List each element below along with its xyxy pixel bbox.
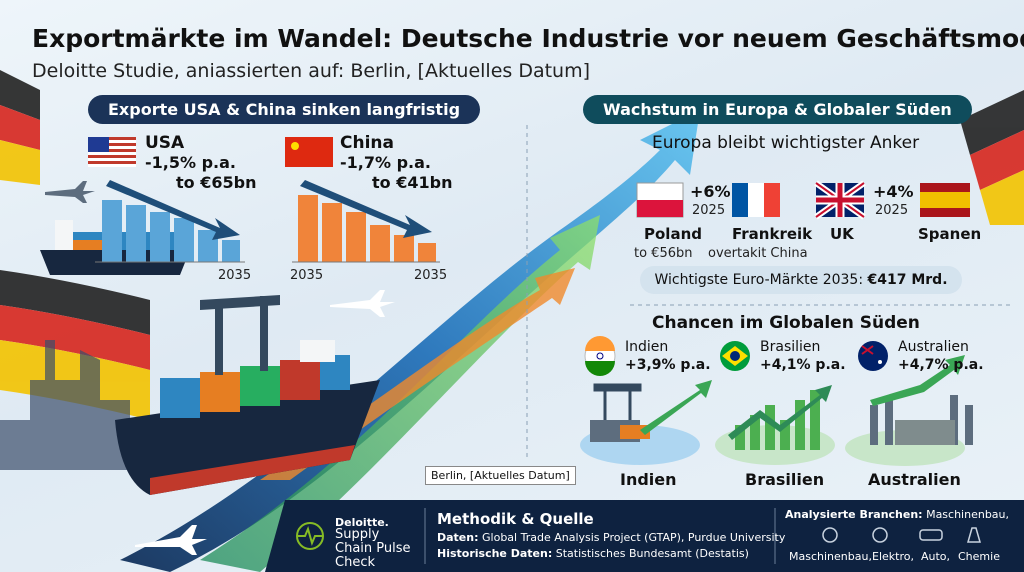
flag-china (285, 137, 333, 167)
growth-rate: -1,5% p.a. (145, 153, 236, 172)
country-name: Frankreik (732, 225, 813, 243)
growth-rate: +4% (873, 182, 914, 201)
country-name: USA (145, 133, 185, 153)
location-tag: Berlin, [Aktuelles Datum] (425, 466, 576, 485)
growth-rate: +4,1% p.a. (760, 357, 846, 373)
growth-rate: +6% (690, 182, 731, 201)
flag-france (732, 183, 780, 217)
year-label: 2035 (414, 268, 448, 283)
title: Exportmärkte im Wandel: Deutsche Industr… (32, 24, 1024, 53)
flag-brazil (720, 341, 750, 371)
product: Supply Chain Pulse Check (335, 527, 411, 570)
country-name: Spanen (918, 225, 982, 243)
sectors-first: Maschinenbau, (926, 508, 1010, 521)
year-label: 2025 (875, 203, 909, 218)
note: to €56bn (634, 246, 693, 261)
sectors-line: Analysierte Branchen: Maschinenbau, (785, 508, 1009, 521)
data-label: Daten: (437, 531, 479, 544)
history-source: Statistisches Bundesamt (Destatis) (555, 547, 749, 560)
summary-value: €417 Mrd. (867, 272, 948, 288)
factory-silhouette (0, 340, 130, 470)
history-line: Historische Daten: Statistisches Bundesa… (437, 547, 749, 560)
cargo-ship (115, 295, 380, 495)
target-value: to €65bn (176, 173, 257, 192)
brand: Deloitte. (335, 516, 389, 529)
country-name: Poland (644, 225, 702, 243)
caption: Australien (868, 470, 961, 489)
year-label: 2025 (692, 203, 726, 218)
country-name: UK (830, 225, 854, 243)
target-value: to €41bn (372, 173, 453, 192)
flow-arrow-green (200, 215, 600, 572)
sectors-label: Analysierte Branchen: (785, 508, 923, 521)
plane (135, 525, 207, 555)
method-heading: Methodik & Quelle (437, 510, 594, 528)
caption: Indien (620, 470, 677, 489)
banner: Wachstum in Europa & Globaler Süden (583, 95, 972, 124)
plane (330, 290, 395, 317)
year-label: 2035 (290, 268, 324, 283)
flag-uk (814, 180, 866, 220)
country-name: China (340, 133, 394, 153)
year-label: 2035 (218, 268, 252, 283)
banner: Exporte USA & China sinken langfristig (88, 95, 481, 124)
data-source: Global Trade Analysis Project (GTAP), Pu… (482, 531, 786, 544)
india-port (580, 380, 712, 465)
flag-spain (920, 183, 970, 217)
summary-pill: Wichtigste Euro-Märkte 2035: €417 Mrd. (640, 266, 962, 294)
subtitle: Deloitte Studie, aniassierten auf: Berli… (32, 60, 591, 82)
australia-industry (845, 355, 973, 466)
section-heading: Chancen im Globalen Süden (652, 313, 920, 333)
note: overtakit China (708, 246, 808, 261)
german-flag-right (960, 90, 1024, 225)
growth-rate: -1,7% p.a. (340, 153, 431, 172)
brazil-chart (715, 385, 835, 465)
growth-rate: +3,9% p.a. (625, 357, 711, 373)
flag-india (584, 336, 616, 376)
plane (45, 181, 95, 203)
footer-bg (265, 500, 1024, 572)
country-name: Indien (625, 339, 669, 355)
data-line: Daten: Global Trade Analysis Project (GT… (437, 531, 785, 544)
section-heading: Europa bleibt wichtigster Anker (652, 133, 920, 153)
sector: Chemie (958, 550, 1000, 563)
sector: Maschinenbau, (789, 550, 872, 563)
caption: Brasilien (745, 470, 825, 489)
sector: Elektro, (872, 550, 914, 563)
summary-label: Wichtigste Euro-Märkte 2035: (654, 272, 864, 288)
history-label: Historische Daten: (437, 547, 553, 560)
country-name: Brasilien (760, 339, 821, 355)
flag-usa (88, 137, 136, 167)
footer: Deloitte. Supply Chain Pulse Check Metho… (0, 500, 1024, 572)
usa-bars (95, 180, 245, 263)
flag-poland (636, 182, 684, 218)
growth-rate: +4,7% p.a. (898, 357, 984, 373)
flag-australia (858, 341, 888, 371)
china-bars (292, 180, 440, 263)
sector: Auto, (921, 550, 951, 563)
country-name: Australien (898, 339, 969, 355)
